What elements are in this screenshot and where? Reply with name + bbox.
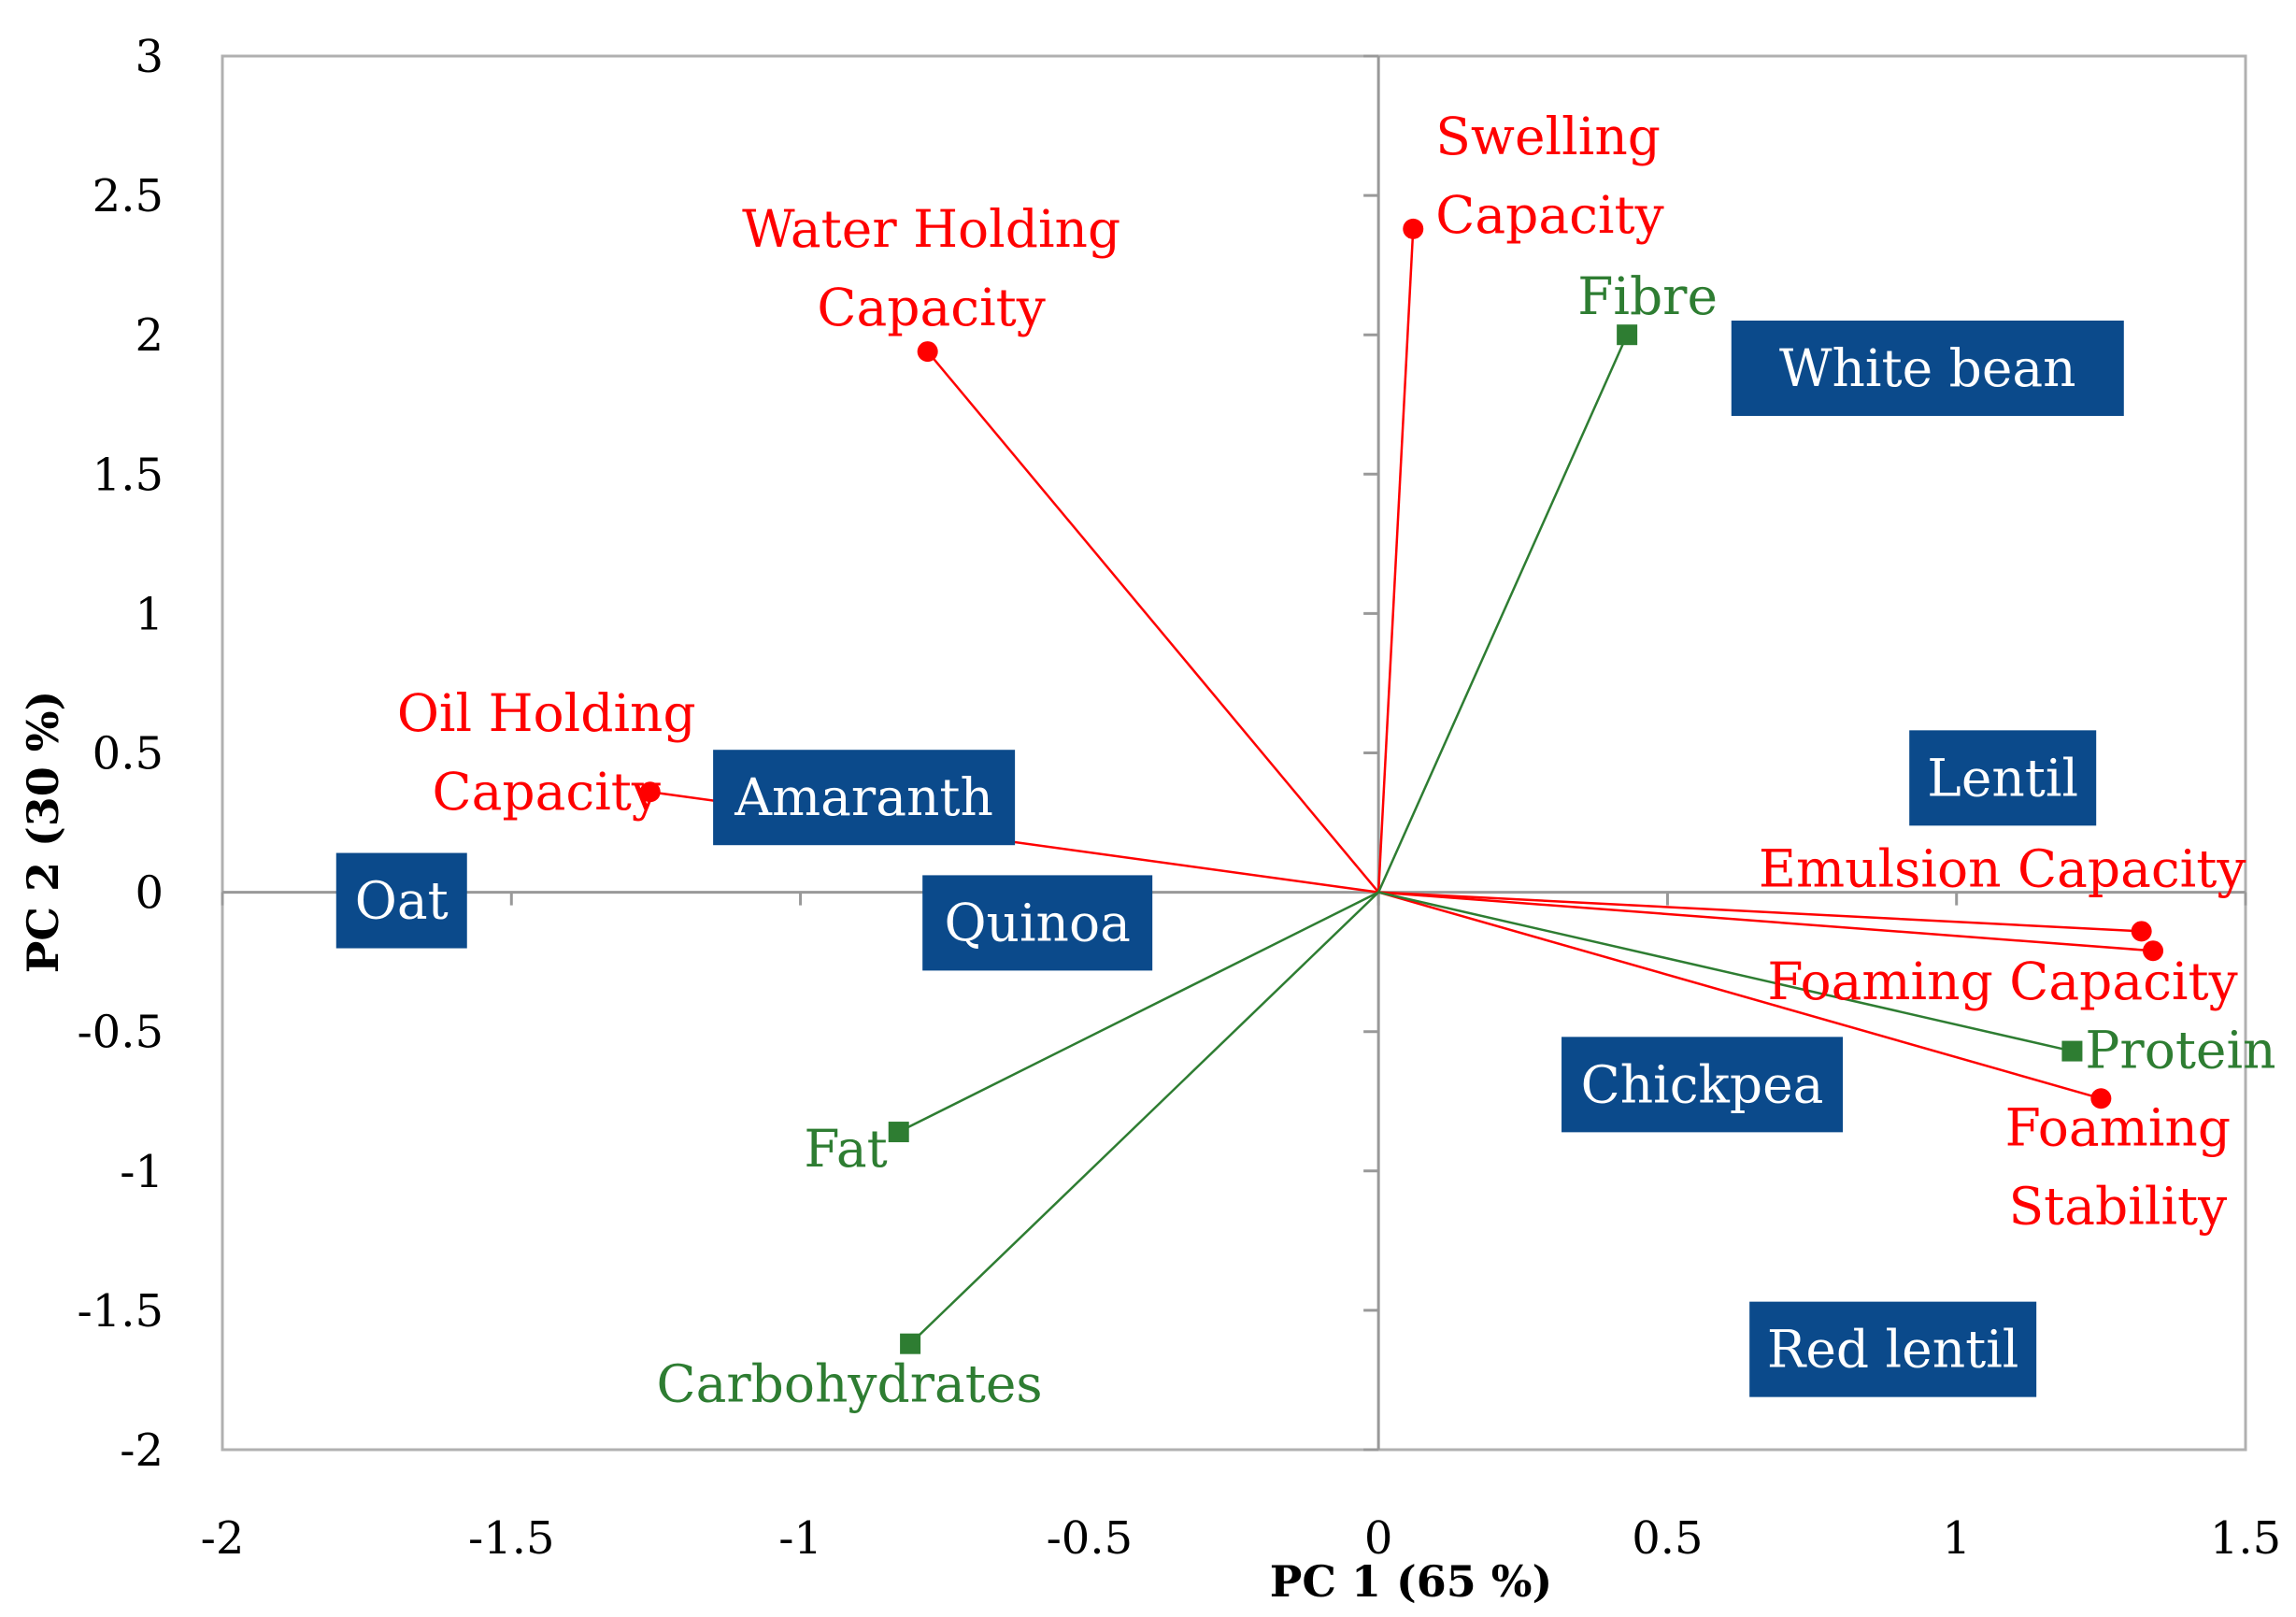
y-axis-title: PC 2 (30 %) bbox=[18, 691, 68, 974]
functional-properties-vector-marker bbox=[917, 341, 938, 363]
vector-label: Capacity bbox=[433, 762, 661, 822]
y-tick-label: -1 bbox=[120, 1146, 164, 1198]
y-tick-label: 0 bbox=[135, 867, 164, 920]
sample-label: Oat bbox=[355, 871, 449, 931]
sample-label: White bean bbox=[1779, 338, 2076, 398]
sample-point: Oat bbox=[335, 852, 467, 949]
x-tick-label: -1.5 bbox=[468, 1512, 555, 1565]
sample-box bbox=[1731, 320, 2124, 416]
y-tick-label: -2 bbox=[120, 1424, 164, 1477]
vector-label: Capacity bbox=[817, 278, 1045, 337]
functional-properties-vector-line bbox=[1378, 891, 2154, 952]
sample-label: Chickpea bbox=[1581, 1054, 1824, 1114]
vector-label: Water Holding bbox=[742, 199, 1120, 259]
x-tick-label: 1 bbox=[1942, 1512, 1971, 1565]
vector-label: Foaming bbox=[2005, 1097, 2231, 1157]
functional-properties-vector-line bbox=[1376, 228, 1415, 893]
sample-label: Red lentil bbox=[1767, 1320, 2019, 1380]
nutritional-composition-vector-line bbox=[898, 891, 1379, 1134]
sample-box bbox=[922, 875, 1153, 971]
functional-properties-vector-line bbox=[926, 351, 1380, 894]
sample-box bbox=[1749, 1301, 2037, 1397]
sample-point: Amaranth bbox=[713, 750, 1016, 846]
y-tick-label: 1 bbox=[135, 588, 164, 640]
vector-label: Protein bbox=[2085, 1021, 2275, 1080]
sample-label: Quinoa bbox=[944, 893, 1130, 952]
vector-label: Capacity bbox=[1435, 185, 1663, 245]
functional-properties-vector-line bbox=[1378, 891, 2142, 933]
x-tick-label: -2 bbox=[201, 1512, 245, 1565]
vector-label: Fat bbox=[804, 1119, 887, 1179]
functional-properties-vector-marker bbox=[639, 781, 661, 803]
vector-label: Stability bbox=[2008, 1176, 2227, 1236]
vector-label: Carbohydrates bbox=[657, 1354, 1043, 1414]
x-tick-label: -1 bbox=[778, 1512, 822, 1565]
sample-point: Chickpea bbox=[1562, 1037, 1844, 1133]
vector-label: Fibre bbox=[1577, 266, 1718, 326]
functional-properties-vector-marker bbox=[2090, 1088, 2112, 1109]
y-tick-label: -1.5 bbox=[77, 1285, 164, 1338]
nutritional-composition-vector-marker bbox=[888, 1122, 909, 1143]
sample-point: White bean bbox=[1731, 320, 2124, 416]
nutritional-composition-vector-marker bbox=[900, 1333, 921, 1354]
nutritional-composition-vector-line bbox=[1377, 891, 2073, 1052]
vector-label: Emulsion Capacity bbox=[1759, 838, 2246, 898]
functional-properties-vector-marker bbox=[2131, 921, 2152, 942]
plot-frame bbox=[221, 54, 2247, 1452]
y-tick-label: 2.5 bbox=[93, 170, 164, 222]
sample-box bbox=[335, 852, 467, 949]
vector-label: Oil Holding bbox=[397, 683, 696, 743]
sample-point: Lentil bbox=[1909, 730, 2097, 826]
vector-label: Swelling bbox=[1435, 107, 1661, 166]
sample-label: Amaranth bbox=[734, 767, 993, 827]
functional-properties-vector-marker bbox=[2143, 940, 2164, 962]
x-axis-title: PC 1 (65 %) bbox=[1270, 1556, 1553, 1607]
vector-label: Foaming Capacity bbox=[1767, 952, 2237, 1011]
x-tick-label: -0.5 bbox=[1047, 1512, 1134, 1565]
sample-label: Lentil bbox=[1927, 748, 2078, 808]
y-tick-label: 2 bbox=[135, 309, 164, 362]
x-tick-label: 0.5 bbox=[1632, 1512, 1703, 1565]
nutritional-composition-vector-line bbox=[1377, 334, 1629, 894]
sample-box bbox=[713, 750, 1016, 846]
x-tick-label: 0 bbox=[1364, 1512, 1393, 1565]
nutritional-composition-vector-line bbox=[909, 891, 1380, 1345]
sample-point: Quinoa bbox=[922, 875, 1153, 971]
nutritional-composition-vector-marker bbox=[2061, 1040, 2083, 1062]
functional-properties-vector-marker bbox=[1403, 218, 1424, 239]
functional-properties-vector-line bbox=[1377, 891, 2102, 1100]
nutritional-composition-vector-marker bbox=[1617, 324, 1638, 346]
x-tick-label: 1.5 bbox=[2210, 1512, 2281, 1565]
sample-box bbox=[1909, 730, 2097, 826]
y-tick-label: -0.5 bbox=[77, 1007, 164, 1059]
sample-box bbox=[1562, 1037, 1844, 1133]
y-tick-label: 0.5 bbox=[93, 728, 164, 780]
y-tick-label: 3 bbox=[135, 31, 164, 83]
sample-point: Red lentil bbox=[1749, 1301, 2037, 1397]
y-tick-label: 1.5 bbox=[93, 449, 164, 501]
